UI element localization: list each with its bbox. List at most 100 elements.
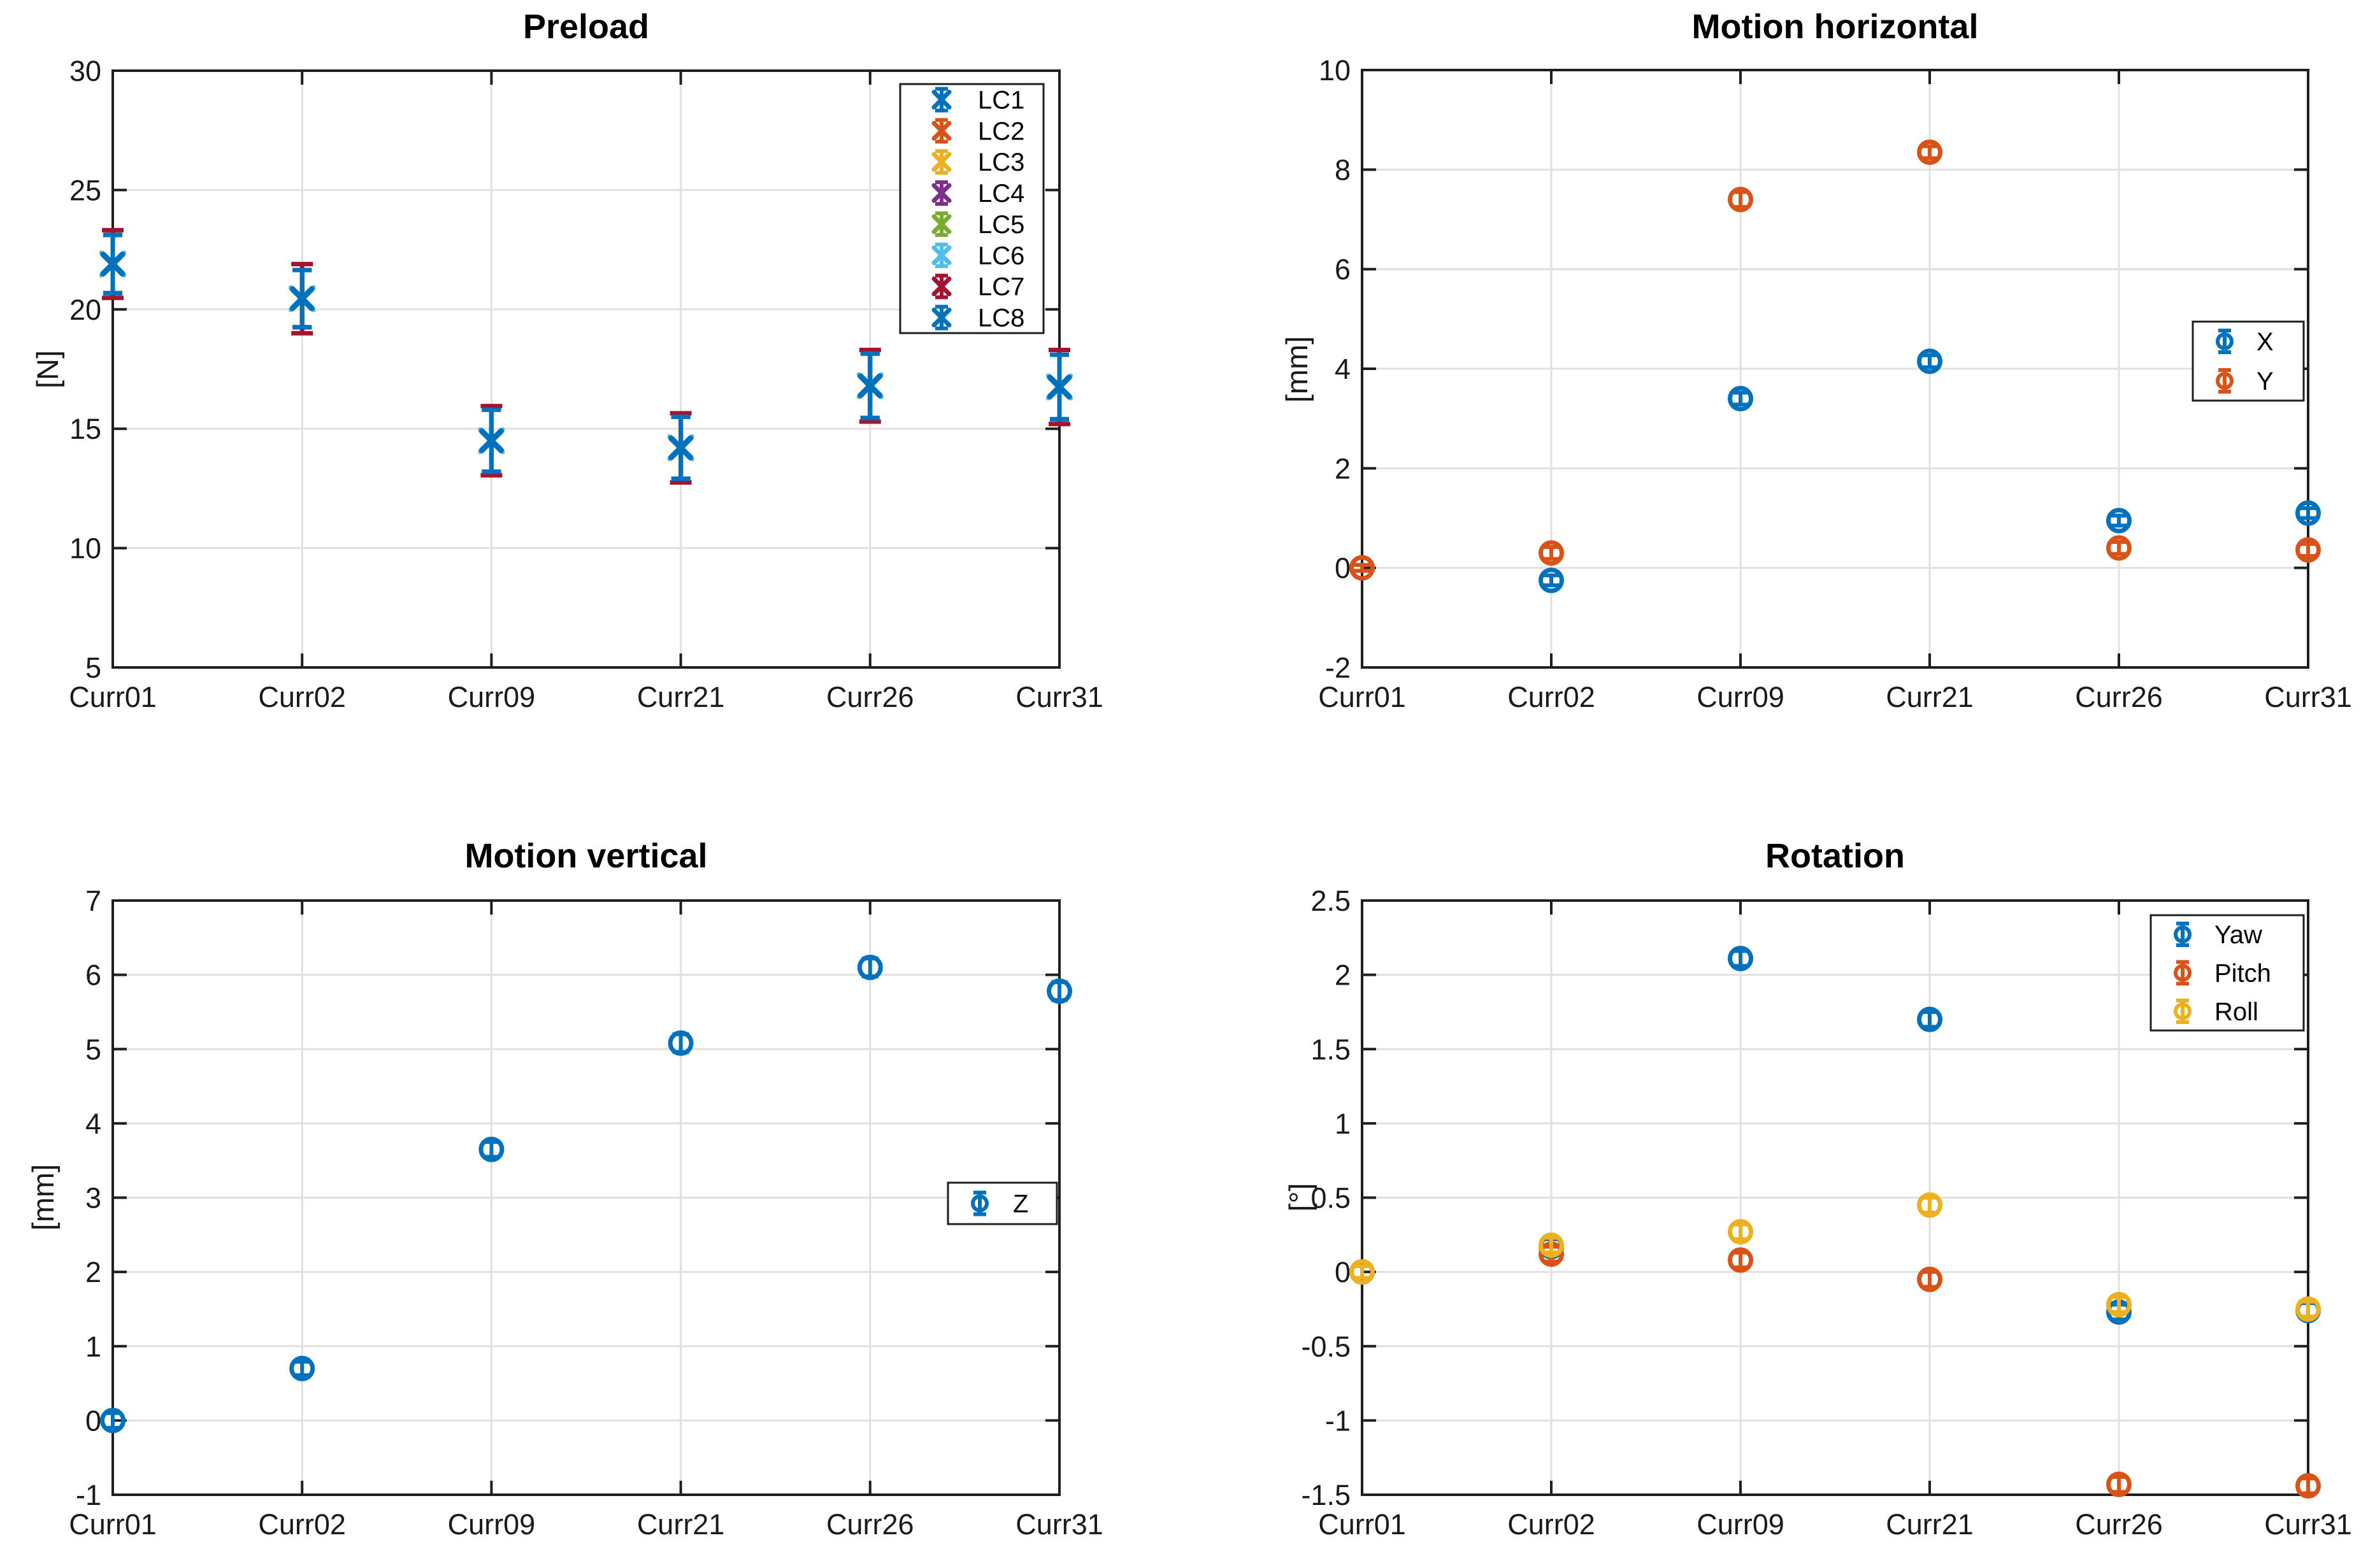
- circle-marker: [2216, 332, 2234, 350]
- x-tick-label: Curr26: [826, 1508, 914, 1541]
- x-tick-label: Curr31: [2264, 681, 2352, 713]
- motion-vertical-title: Motion vertical: [464, 837, 708, 875]
- x-tick-label: Curr09: [448, 1508, 536, 1541]
- x-tick-label: Curr01: [69, 681, 157, 713]
- x-tick-label: Curr02: [258, 1508, 346, 1541]
- x-tick-label: Curr01: [1318, 681, 1406, 713]
- y-tick-label: -1.5: [1301, 1479, 1351, 1511]
- circle-marker: [1917, 1192, 1942, 1218]
- circle-marker: [2174, 1002, 2192, 1020]
- x-tick-label: Curr01: [69, 1508, 157, 1541]
- y-tick-label: 3: [85, 1182, 101, 1215]
- x-tick-label: Curr31: [2264, 1508, 2352, 1541]
- y-tick-label: -1: [76, 1479, 101, 1511]
- motion-vertical-y-axis-label: [mm]: [26, 1164, 60, 1231]
- legend-label: Y: [2257, 367, 2274, 396]
- x-marker: [100, 252, 126, 277]
- legend-label: LC5: [978, 211, 1024, 239]
- circle-marker: [2174, 964, 2192, 982]
- x-marker: [931, 276, 952, 297]
- rotation-legend: Yaw Pitch Roll: [2149, 914, 2305, 1032]
- x-marker: [931, 245, 952, 266]
- circle-marker: [971, 1194, 989, 1213]
- x-marker: [931, 120, 952, 141]
- circle-marker: [2295, 1473, 2321, 1499]
- legend-label: Yaw: [2214, 921, 2262, 949]
- x-tick-label: Curr01: [1318, 1508, 1406, 1541]
- circle-marker: [1539, 1232, 1564, 1258]
- legend-label: LC2: [978, 117, 1024, 145]
- y-tick-label: 20: [69, 294, 101, 326]
- legend-label: Roll: [2214, 998, 2258, 1026]
- x-marker: [289, 286, 315, 311]
- circle-marker: [1917, 1266, 1942, 1292]
- circle-marker: [478, 1136, 505, 1162]
- legend-label: LC3: [978, 148, 1024, 176]
- x-tick-label: Curr26: [2075, 681, 2163, 713]
- x-marker: [931, 308, 952, 328]
- y-tick-label: 2: [1335, 959, 1351, 992]
- legend-label: Pitch: [2214, 960, 2271, 988]
- x-marker: [857, 373, 883, 399]
- circle-marker: [1917, 348, 1942, 374]
- x-tick-label: Curr09: [1697, 1508, 1784, 1541]
- x-tick-label: Curr21: [637, 681, 725, 713]
- circle-marker: [2295, 500, 2321, 526]
- motion-vertical-plot-area: -1 0 1 2 3 4 5 6 7 Curr01 Curr02 Curr09 Curr21 Curr26…: [69, 885, 1103, 1541]
- circle-marker: [1917, 1006, 1942, 1032]
- y-tick-label: 2: [1335, 452, 1351, 485]
- motion-horizontal-y-axis-label: [mm]: [1280, 336, 1314, 403]
- y-tick-label: 6: [1335, 253, 1351, 286]
- y-tick-label: -2: [1325, 652, 1351, 684]
- x-tick-label: Curr31: [1015, 1508, 1103, 1541]
- y-tick-label: 0: [1335, 1256, 1351, 1288]
- y-tick-label: 1: [85, 1330, 101, 1363]
- legend-label: LC4: [978, 180, 1024, 208]
- legend-label: LC6: [978, 242, 1024, 270]
- y-tick-label: 10: [69, 532, 101, 565]
- x-tick-label: Curr26: [826, 681, 914, 713]
- circle-marker: [2295, 537, 2321, 563]
- rotation-title: Rotation: [1765, 837, 1905, 875]
- series-x: [1349, 348, 2321, 594]
- x-tick-label: Curr09: [448, 681, 536, 713]
- x-tick-label: Curr31: [1015, 681, 1103, 713]
- motion-horizontal-plot-area: -2 0 2 4 6 8 10 Curr01 Curr02 Curr09 Curr21 Curr26 C…: [1318, 54, 2352, 713]
- y-tick-label: 1: [1335, 1108, 1351, 1140]
- circle-marker: [100, 1408, 126, 1434]
- circle-marker: [1539, 567, 1564, 594]
- series-pitch: [1349, 1241, 2321, 1499]
- circle-marker: [1539, 540, 1564, 566]
- y-tick-label: 2: [85, 1256, 101, 1288]
- rotation-y-axis-label: [°]: [1283, 1183, 1317, 1212]
- y-tick-label: 15: [69, 413, 101, 445]
- legend-label: X: [2257, 328, 2274, 356]
- x-marker: [931, 214, 952, 234]
- y-tick-label: 4: [85, 1108, 101, 1140]
- series-lc8: [100, 232, 1072, 481]
- preload-plot-area: 5 10 15 20 25 30 Curr01 Curr02 Curr09 Curr21 Curr2…: [69, 55, 1103, 713]
- y-tick-label: 0: [1335, 552, 1351, 585]
- circle-marker: [1917, 139, 1942, 165]
- circle-marker: [1349, 1259, 1375, 1285]
- motion-horizontal-legend: XY: [2192, 320, 2305, 402]
- circle-marker: [1728, 1219, 1753, 1245]
- x-tick-label: Curr21: [1886, 681, 1974, 713]
- x-tick-label: Curr26: [2075, 1508, 2163, 1541]
- x-tick-label: Curr02: [258, 681, 346, 713]
- circle-marker: [2106, 508, 2132, 534]
- y-tick-label: -0.5: [1301, 1330, 1351, 1363]
- legend-label: LC1: [978, 86, 1024, 114]
- circle-marker: [2174, 925, 2192, 944]
- y-tick-label: 7: [85, 885, 101, 917]
- y-tick-label: 10: [1319, 54, 1351, 87]
- x-tick-label: Curr02: [1507, 681, 1595, 713]
- x-tick-label: Curr21: [637, 1508, 725, 1541]
- y-tick-label: -1: [1325, 1404, 1351, 1437]
- circle-marker: [1349, 555, 1375, 581]
- motion-horizontal-title: Motion horizontal: [1691, 8, 1979, 46]
- circle-marker: [1047, 978, 1072, 1004]
- legend-label: LC7: [978, 273, 1024, 301]
